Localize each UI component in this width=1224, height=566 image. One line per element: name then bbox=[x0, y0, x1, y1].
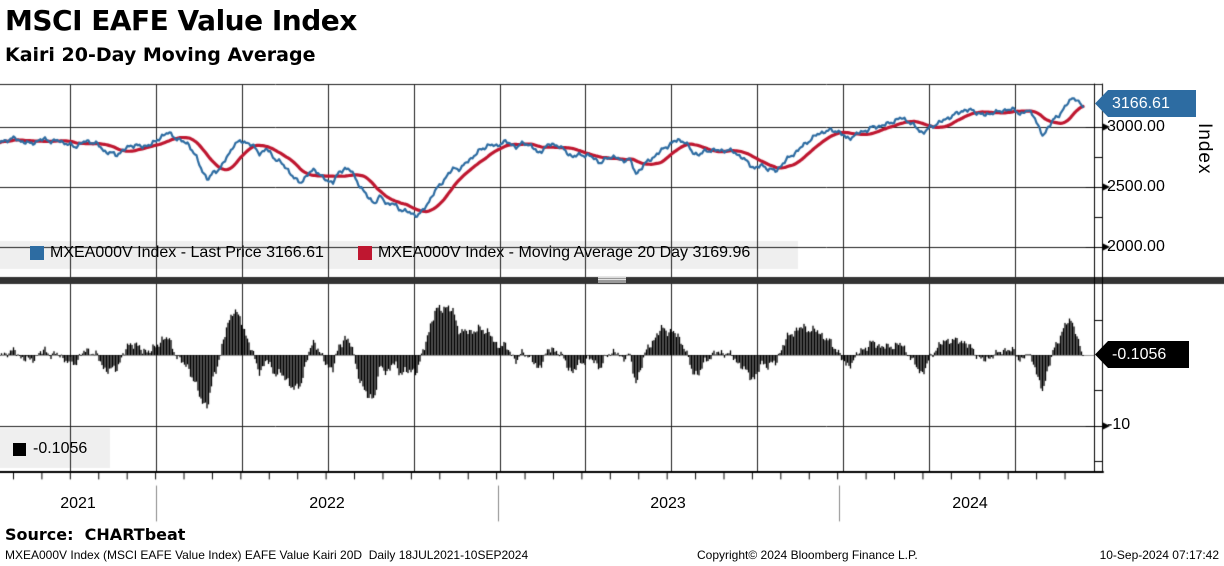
y-tick-minus10: -10 bbox=[1107, 416, 1131, 433]
blue-swatch-icon bbox=[30, 246, 44, 260]
red-swatch-icon bbox=[357, 246, 372, 260]
kairi-legend-label: -0.1056 bbox=[33, 440, 88, 457]
y-axis-title: Index bbox=[1194, 123, 1215, 175]
x-tick-2021: 2021 bbox=[60, 495, 96, 512]
page-title: MSCI EAFE Value Index bbox=[5, 4, 357, 37]
source-label: Source: CHARTbeat bbox=[5, 525, 186, 544]
kairi-value-tag: -0.1056 bbox=[1095, 341, 1189, 368]
y-tick-2000: 2000.00 bbox=[1107, 238, 1165, 255]
legend-label-moving-average: MXEA000V Index - Moving Average 20 Day 3… bbox=[377, 244, 751, 261]
security-description: MXEA000V Index (MSCI EAFE Value Index) E… bbox=[5, 548, 529, 562]
x-tick-2024: 2024 bbox=[952, 495, 988, 512]
y-tick-2500: 2500.00 bbox=[1107, 178, 1165, 195]
x-tick-2022: 2022 bbox=[309, 495, 345, 512]
timestamp: 10-Sep-2024 07:17:42 bbox=[1099, 548, 1219, 562]
black-swatch-icon bbox=[13, 442, 26, 456]
last-price-tag: 3166.61 bbox=[1095, 90, 1196, 117]
panel-splitter-handle[interactable] bbox=[598, 277, 626, 283]
y-tick-3000: 3000.00 bbox=[1107, 118, 1165, 135]
kairi-legend: -0.1056 bbox=[13, 440, 87, 458]
legend-item-moving-average: MXEA000V Index - Moving Average 20 Day 3… bbox=[357, 244, 751, 262]
price-legend: MXEA000V Index - Last Price 3166.61 MXEA… bbox=[30, 244, 750, 262]
page-subtitle: Kairi 20-Day Moving Average bbox=[5, 44, 316, 66]
x-tick-2023: 2023 bbox=[650, 495, 686, 512]
legend-item-last-price: MXEA000V Index - Last Price 3166.61 bbox=[30, 244, 324, 262]
legend-label-last-price: MXEA000V Index - Last Price 3166.61 bbox=[50, 244, 324, 261]
copyright-text: Copyright© 2024 Bloomberg Finance L.P. bbox=[697, 548, 918, 562]
